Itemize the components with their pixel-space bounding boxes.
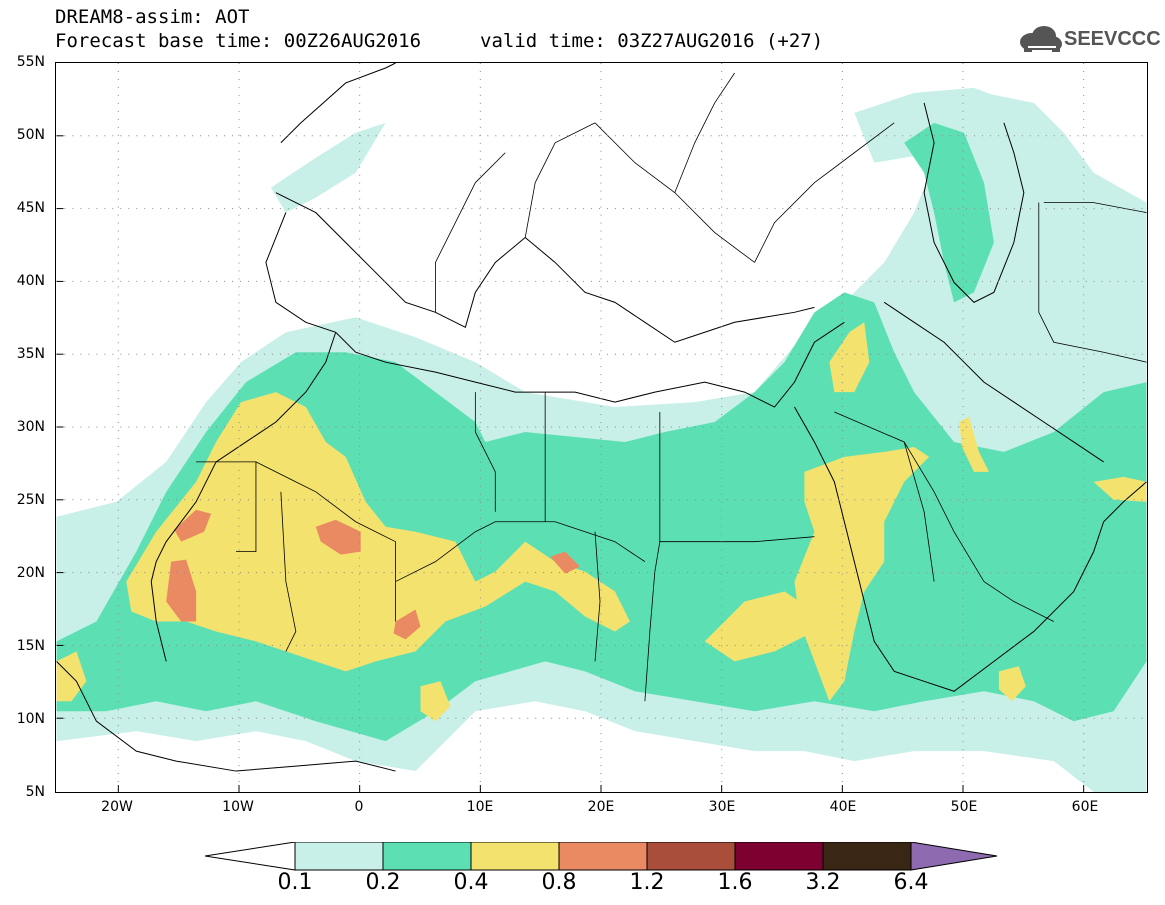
lat-label-5n: 5N — [25, 784, 45, 800]
lon-label-20e: 20E — [587, 799, 615, 815]
cloud-icon — [1020, 26, 1062, 52]
lat-label-10n: 10N — [16, 711, 45, 727]
aot-contour-0.8-sahara-w — [174, 509, 212, 542]
colorbar-segment-1.2-1.6 — [646, 842, 736, 871]
aot-contour-0.1-europe — [270, 122, 386, 213]
aot-contour-0.8-mauritania — [315, 519, 361, 555]
colorbar-segment-0.8-1.2 — [558, 842, 648, 871]
colorbar-label-1.2: 1.2 — [629, 870, 665, 895]
aot-contour-0.4-sudan — [704, 591, 815, 662]
colorbar-segment-below — [205, 842, 296, 871]
aot-contour-0.8-mali — [393, 609, 421, 640]
map-title: DREAM8-assim: AOT — [55, 6, 250, 28]
lat-label-25n: 25N — [16, 492, 45, 508]
lat-label-15n: 15N — [16, 638, 45, 654]
country-borders — [196, 72, 1147, 702]
colorbar — [205, 842, 998, 871]
aot-contour-0.4-nigeria — [420, 681, 451, 722]
colorbar-label-0.1: 0.1 — [277, 870, 313, 895]
map-canvas — [55, 62, 1148, 793]
aot-contour-0.8-west — [166, 559, 197, 622]
aot-contour-0.4-gulf — [959, 417, 989, 472]
seevccc-logo: SEEVCCC — [1016, 22, 1161, 58]
aot-contour-0.4-oman — [1093, 476, 1147, 502]
lon-label-30e: 30E — [708, 799, 736, 815]
colorbar-segment-0.1-0.2 — [294, 842, 384, 871]
colorbar-label-6.4: 6.4 — [893, 870, 929, 895]
lat-label-20n: 20N — [16, 565, 45, 581]
aot-contour-0.4-iraq — [829, 322, 870, 393]
lat-label-50n: 50N — [16, 127, 45, 143]
axis-ticks — [56, 135, 1085, 792]
colorbar-segment-1.6-3.2 — [734, 842, 824, 871]
colorbar-label-3.2: 3.2 — [805, 870, 841, 895]
lon-label-60e: 60E — [1071, 799, 1099, 815]
aot-contour-0.4-somalia — [998, 666, 1026, 702]
lon-label-50e: 50E — [950, 799, 978, 815]
coastlines — [56, 63, 1147, 772]
colorbar-label-0.2: 0.2 — [365, 870, 401, 895]
logo-text: SEEVCCC — [1064, 28, 1161, 50]
lat-label-40n: 40N — [16, 273, 45, 289]
lon-label-40e: 40E — [829, 799, 857, 815]
aot-contour-0.2-caspian — [904, 122, 994, 303]
lat-label-35n: 35N — [16, 346, 45, 362]
lat-label-45n: 45N — [16, 200, 45, 216]
lon-label-20w: 20W — [101, 799, 133, 815]
lon-label-0: 0 — [354, 799, 364, 815]
colorbar-label-0.4: 0.4 — [453, 870, 489, 895]
aot-contour-0.8-chad — [550, 551, 581, 574]
lon-label-10e: 10E — [466, 799, 494, 815]
forecast-base-time: Forecast base time: 00Z26AUG2016 — [55, 30, 422, 52]
colorbar-segment-above — [910, 842, 998, 871]
lat-label-55n: 55N — [16, 54, 45, 70]
colorbar-label-1.6: 1.6 — [717, 870, 753, 895]
lat-label-30n: 30N — [16, 419, 45, 435]
aot-contour-0.4-arabia — [794, 446, 930, 702]
colorbar-label-0.8: 0.8 — [541, 870, 577, 895]
colorbar-segment-3.2-6.4 — [822, 842, 912, 871]
colorbar-segment-0.4-0.8 — [470, 842, 560, 871]
valid-time: valid time: 03Z27AUG2016 (+27) — [480, 30, 824, 52]
colorbar-segment-0.2-0.4 — [382, 842, 472, 871]
lon-label-10w: 10W — [222, 799, 254, 815]
